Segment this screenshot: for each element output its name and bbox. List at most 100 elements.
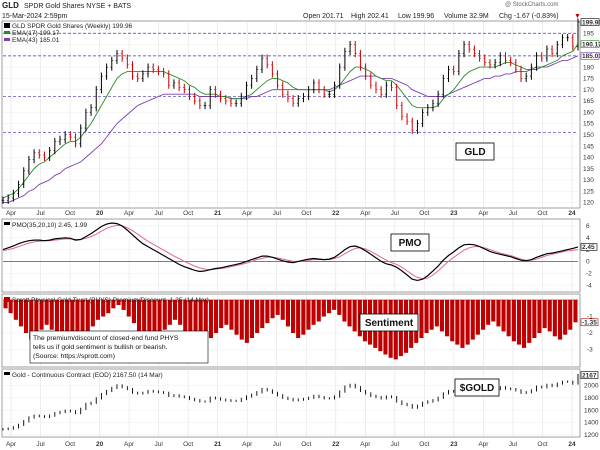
gold-tag: 2167 <box>582 372 597 379</box>
sentiment-note: The premium/discount of closed-end fund … <box>29 330 209 364</box>
price-y-tick: 135 <box>583 166 594 173</box>
header-symbol: GLD <box>2 1 19 10</box>
price-y-tick: 165 <box>583 98 594 105</box>
sentiment-bar <box>162 300 167 330</box>
sentiment-bar <box>126 300 131 317</box>
sentiment-bar <box>301 300 306 335</box>
sentiment-bar <box>352 300 357 332</box>
gold-y-tick: 1200 <box>584 432 599 439</box>
sentiment-bar <box>347 300 352 327</box>
sentiment-bar <box>522 300 527 348</box>
sentiment-y-tick: -2 <box>587 330 593 337</box>
pmo-legend: PMO(35,20,10) 2.45, 1.99 <box>4 222 88 229</box>
price-tag: 185.01 <box>582 53 600 60</box>
sentiment-bar <box>439 300 445 332</box>
sentiment-y-tick: -1 <box>587 314 593 321</box>
sentiment-annotation: Sentiment <box>359 313 419 332</box>
x-tick-label: Jul <box>391 210 400 217</box>
pmo-tag-box <box>580 243 598 251</box>
gold-legend: Gold - Continuous Contract (EOD) 2167.50… <box>4 372 163 379</box>
header-change: Chg -1.67 (-0.83%) <box>499 13 559 20</box>
x-tick-label: Jul <box>509 441 518 448</box>
sentiment-bar <box>450 300 455 342</box>
header-low: Low 199.96 <box>398 13 434 20</box>
sentiment-bar <box>8 300 13 314</box>
sentiment-bar <box>285 300 291 327</box>
sentiment-bar <box>311 300 316 325</box>
gold-tag-box <box>580 371 599 379</box>
x-tick-label: Oct <box>301 441 311 448</box>
x-tick-label: Apr <box>242 210 253 217</box>
sentiment-bar <box>39 300 44 330</box>
sentiment-bar <box>198 300 203 347</box>
header-high: High 202.41 <box>351 13 389 20</box>
pmo-y-tick: -4 <box>586 282 592 289</box>
sentiment-bar <box>558 300 563 340</box>
sentiment-bar <box>85 300 90 333</box>
sentiment-bar <box>434 300 439 327</box>
sentiment-annotation-text: Sentiment <box>365 318 414 329</box>
header-volume: Volume 32.9M <box>444 13 489 20</box>
gld-annotation-text: GLD <box>464 147 485 158</box>
sentiment-bar <box>137 300 142 332</box>
x-tick-label: 21 <box>214 441 222 448</box>
sentiment-bar <box>327 300 332 314</box>
sentiment-bar <box>260 300 265 329</box>
sentiment-bar <box>188 300 193 337</box>
price-tag-box <box>580 40 600 48</box>
price-y-tick: 160 <box>583 109 594 116</box>
legend-swatch-gld <box>4 23 10 28</box>
sentiment-bar <box>172 300 178 320</box>
pmo-y-tick: -2 <box>586 270 592 277</box>
sentiment-bar <box>265 300 270 324</box>
x-tick-label: 21 <box>214 210 222 217</box>
sentiment-bar <box>470 300 475 340</box>
sentiment-bar <box>244 300 249 343</box>
x-tick-label: Apr <box>6 210 17 217</box>
x-tick-label: 23 <box>450 210 458 217</box>
x-tick-label: Oct <box>537 441 547 448</box>
sentiment-bar <box>249 300 255 338</box>
sentiment-bar <box>321 300 326 317</box>
sentiment-bar <box>95 300 101 320</box>
price-tag: 190.17 <box>582 41 600 48</box>
sentiment-bar <box>506 300 511 337</box>
price-y-tick: 130 <box>583 177 594 184</box>
sentiment-bar <box>424 300 429 333</box>
sentiment-bar <box>24 300 29 333</box>
sentiment-bar <box>445 300 450 337</box>
sentiment-bar <box>501 300 506 332</box>
sentiment-bar <box>80 300 85 342</box>
gold-annotation: $GOLD <box>454 378 500 397</box>
sentiment-bar <box>486 300 491 325</box>
x-tick-label: Apr <box>360 210 371 217</box>
x-tick-label: Oct <box>301 210 311 217</box>
sentiment-bar <box>75 300 80 347</box>
sentiment-bar <box>44 300 49 325</box>
sentiment-bar <box>552 300 557 337</box>
x-tick-label: 24 <box>568 210 576 217</box>
sentiment-bar <box>296 300 301 338</box>
price-y-tick: 145 <box>583 143 594 150</box>
x-tick-label: Oct <box>419 210 429 217</box>
sentiment-bar <box>337 300 342 315</box>
sentiment-bar <box>475 300 480 335</box>
sentiment-tag: -1.35 <box>582 319 597 326</box>
header-open: Open 201.71 <box>303 13 344 20</box>
price-y-tick: 155 <box>583 121 594 128</box>
x-tick-label: Jul <box>273 441 282 448</box>
sentiment-bar <box>532 300 537 338</box>
x-tick-label: 20 <box>96 441 104 448</box>
sentiment-bar <box>429 300 434 330</box>
x-tick-label: Apr <box>6 441 17 448</box>
price-y-tick: 140 <box>583 155 594 162</box>
sentiment-bar <box>419 300 424 338</box>
pmo-panel-frame <box>1 218 581 293</box>
x-tick-label: Oct <box>537 210 547 217</box>
sentiment-bar <box>178 300 183 325</box>
sentiment-bar <box>208 300 214 338</box>
legend-pmo: PMO(35,20,10) 2.45, 1.99 <box>12 222 88 229</box>
sentiment-bar <box>90 300 95 327</box>
pmo-y-tick: 4 <box>586 235 590 242</box>
